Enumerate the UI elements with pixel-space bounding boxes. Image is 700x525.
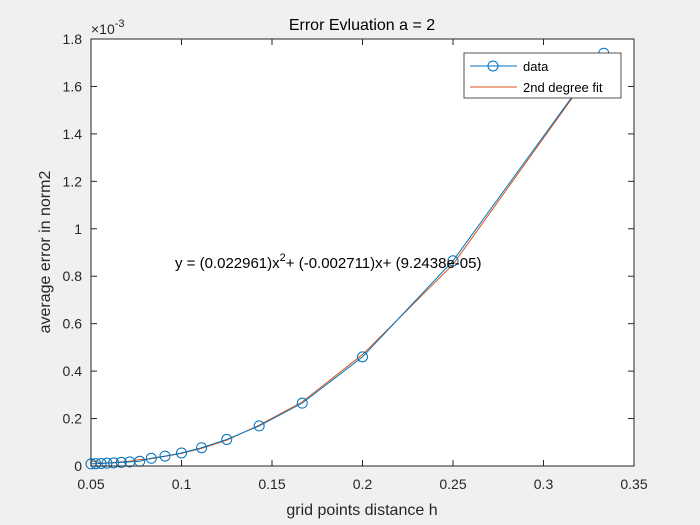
- data-point-marker: [108, 457, 120, 469]
- y-tick-label: 0.6: [63, 316, 83, 332]
- x-axis-label: grid points distance h: [286, 502, 437, 519]
- plot-area: [91, 39, 634, 466]
- data-point-marker: [145, 452, 157, 464]
- y-tick-label: 1: [74, 221, 82, 237]
- y-tick-label: 0.8: [63, 268, 83, 284]
- tick-layer: 0.05 0.1 0.15 0.2 0.25 0.3 0.35 0 0.2 0.4 0.6 0.8 1 1…: [63, 31, 648, 492]
- y-tick-label: 1.4: [63, 126, 83, 142]
- data-point-marker: [115, 456, 127, 468]
- data-point-marker: [447, 255, 459, 267]
- legend-box: [463, 52, 622, 99]
- data-point-marker: [357, 351, 368, 363]
- data-point-marker: [176, 447, 187, 459]
- x-tick-label: 0.3: [534, 476, 554, 492]
- chart-title: Error Evluation a = 2: [289, 17, 435, 34]
- x-tick-label: 0.35: [620, 476, 647, 492]
- fit-equation-annotation: y = (0.022961)x2+ (-0.002711)x+ (9.2438e…: [175, 252, 481, 272]
- x-tick-label: 0.05: [77, 476, 104, 492]
- y-tick-label: 0.2: [63, 411, 83, 427]
- y-tick-label: 1.6: [63, 78, 83, 94]
- legend-data-label: data: [523, 59, 549, 74]
- y-axis-label: average error in norm2: [37, 171, 54, 334]
- fit-equation-suffix: + (-0.002711)x+ (9.2438e-05): [286, 255, 482, 272]
- data-point-marker: [196, 442, 208, 454]
- data-point-marker: [296, 397, 308, 409]
- data-point-marker: [253, 420, 265, 432]
- x-tick-label: 0.15: [258, 476, 285, 492]
- x-tick-label: 0.2: [353, 476, 373, 492]
- data-point-marker: [95, 457, 107, 469]
- fit-equation-sup: 2: [280, 252, 286, 264]
- legend-data-marker: [487, 60, 499, 72]
- legend: data 2nd degree fit: [463, 52, 622, 99]
- y-exponent-prefix: ×10: [91, 21, 115, 37]
- y-exponent-label: ×10-3: [91, 18, 125, 37]
- y-exponent-power: -3: [115, 18, 125, 30]
- y-tick-label: 1.8: [63, 31, 83, 47]
- y-tick-label: 1.2: [63, 173, 83, 189]
- y-tick-label: 0.4: [63, 363, 83, 379]
- data-point-marker: [159, 450, 171, 462]
- fit-equation-prefix: y = (0.022961)x: [175, 255, 280, 272]
- data-point-marker: [101, 457, 113, 469]
- legend-fit-label: 2nd degree fit: [523, 80, 603, 95]
- data-point-marker: [221, 433, 233, 445]
- x-tick-label: 0.25: [439, 476, 466, 492]
- x-tick-label: 0.1: [172, 476, 192, 492]
- y-tick-label: 0: [74, 458, 82, 474]
